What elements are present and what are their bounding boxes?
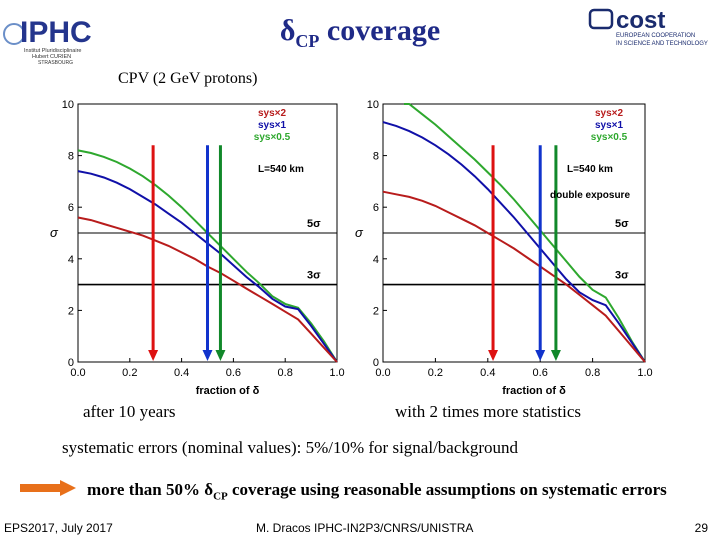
y-tick-label: 0 (373, 357, 379, 369)
x-tick-label: 0.6 (226, 367, 241, 379)
iphc-logo-text: IPHC (20, 16, 92, 49)
x-tick-label: 0.2 (122, 367, 137, 379)
iphc-logo-line-3: STRASBOURG (38, 60, 73, 66)
arrow-head-blue (202, 350, 213, 361)
cost-logo-line-1: EUROPEAN COOPERATION (616, 33, 695, 39)
y-tick-label: 0 (68, 357, 74, 369)
x-axis-label: fraction of δ (196, 385, 260, 397)
x-tick-label: 0.0 (70, 367, 85, 379)
conclusion-post: coverage using reasonable assumptions on… (227, 480, 667, 499)
footer-conference: EPS2017, July 2017 (4, 521, 113, 535)
sigma-label: 3σ (307, 270, 321, 282)
annotation: L=540 km (567, 164, 613, 175)
page-title: δCP coverage (0, 14, 720, 52)
x-tick-label: 0.8 (278, 367, 293, 379)
series-line-red (382, 190, 646, 363)
arrow-head-red (148, 350, 159, 361)
sigma-label: 5σ (615, 218, 629, 230)
series-line-blue (382, 121, 646, 363)
arrow-head-red (488, 350, 499, 361)
x-axis-label: fraction of δ (502, 385, 566, 397)
annotation: L=540 km (258, 164, 304, 175)
annotation: double exposure (550, 190, 630, 201)
legend-entry: sys×2 (595, 108, 624, 119)
y-tick-label: 6 (68, 202, 74, 214)
legend-entry: sys×2 (258, 108, 287, 119)
iphc-logo-line-2: Hubert CURIEN (32, 54, 71, 60)
y-tick-label: 6 (373, 202, 379, 214)
series-line-green (404, 103, 646, 363)
arrow-head-green (215, 350, 226, 361)
systematics-text: systematic errors (nominal values): 5%/1… (62, 438, 519, 457)
title-rest: coverage (319, 14, 441, 47)
y-tick-label: 8 (373, 151, 379, 163)
legend-entry: sys×0.5 (254, 132, 291, 143)
legend-entry: sys×0.5 (591, 132, 628, 143)
x-tick-label: 0.4 (174, 367, 189, 379)
y-tick-label: 2 (373, 305, 379, 317)
y-tick-label: 10 (62, 99, 74, 111)
y-tick-label: 8 (68, 151, 74, 163)
x-tick-label: 0.2 (428, 367, 443, 379)
x-tick-label: 0.0 (375, 367, 390, 379)
chart-right: 0.0 0.2 0.4 0.6 0.8 1.0 0 2 4 6 8 10 fraction of δ σ 5… (355, 99, 653, 397)
subtitle: CPV (2 GeV protons) (118, 70, 258, 87)
title-sub: CP (295, 31, 320, 51)
footer-author: M. Dracos IPHC-IN2P3/CNRS/UNISTRA (256, 521, 474, 535)
y-axis-label: σ (355, 225, 364, 240)
y-tick-label: 10 (367, 99, 379, 111)
caption-right: with 2 times more statistics (395, 402, 582, 421)
legend-entry: sys×1 (595, 120, 624, 131)
caption-left: after 10 years (83, 402, 176, 421)
conclusion-sub: CP (213, 490, 228, 503)
chart-left: 0.0 0.2 0.4 0.6 0.8 1.0 0 2 4 6 8 10 fraction of δ σ 5… (50, 99, 345, 397)
orange-arrow-icon (20, 480, 76, 496)
conclusion-pre: more than 50% δ (87, 480, 214, 499)
cost-logo: cost EUROPEAN COOPERATION IN SCIENCE AND… (588, 7, 708, 47)
title-delta: δ (279, 14, 296, 47)
sigma-label: 5σ (307, 218, 321, 230)
cost-logo-text: cost (616, 7, 665, 34)
sigma-label: 3σ (615, 270, 629, 282)
arrow-head-blue (535, 350, 546, 361)
y-tick-label: 4 (68, 254, 74, 266)
cost-logo-line-2: IN SCIENCE AND TECHNOLOGY (616, 41, 708, 47)
iphc-logo: IPHC Institut Pluridisciplinaire Hubert … (3, 16, 92, 66)
arrow-head-green (550, 350, 561, 361)
x-tick-label: 0.4 (480, 367, 495, 379)
x-tick-label: 0.6 (533, 367, 548, 379)
iphc-logo-line-1: Institut Pluridisciplinaire (24, 48, 81, 54)
page-number: 29 (694, 521, 708, 535)
y-axis-label: σ (50, 225, 59, 240)
x-tick-label: 0.8 (585, 367, 600, 379)
x-tick-label: 1.0 (637, 367, 652, 379)
legend-entry: sys×1 (258, 120, 287, 131)
x-tick-label: 1.0 (329, 367, 344, 379)
conclusion-text: more than 50% δCP coverage using reasona… (87, 480, 667, 502)
y-tick-label: 2 (68, 305, 74, 317)
y-tick-label: 4 (373, 254, 379, 266)
